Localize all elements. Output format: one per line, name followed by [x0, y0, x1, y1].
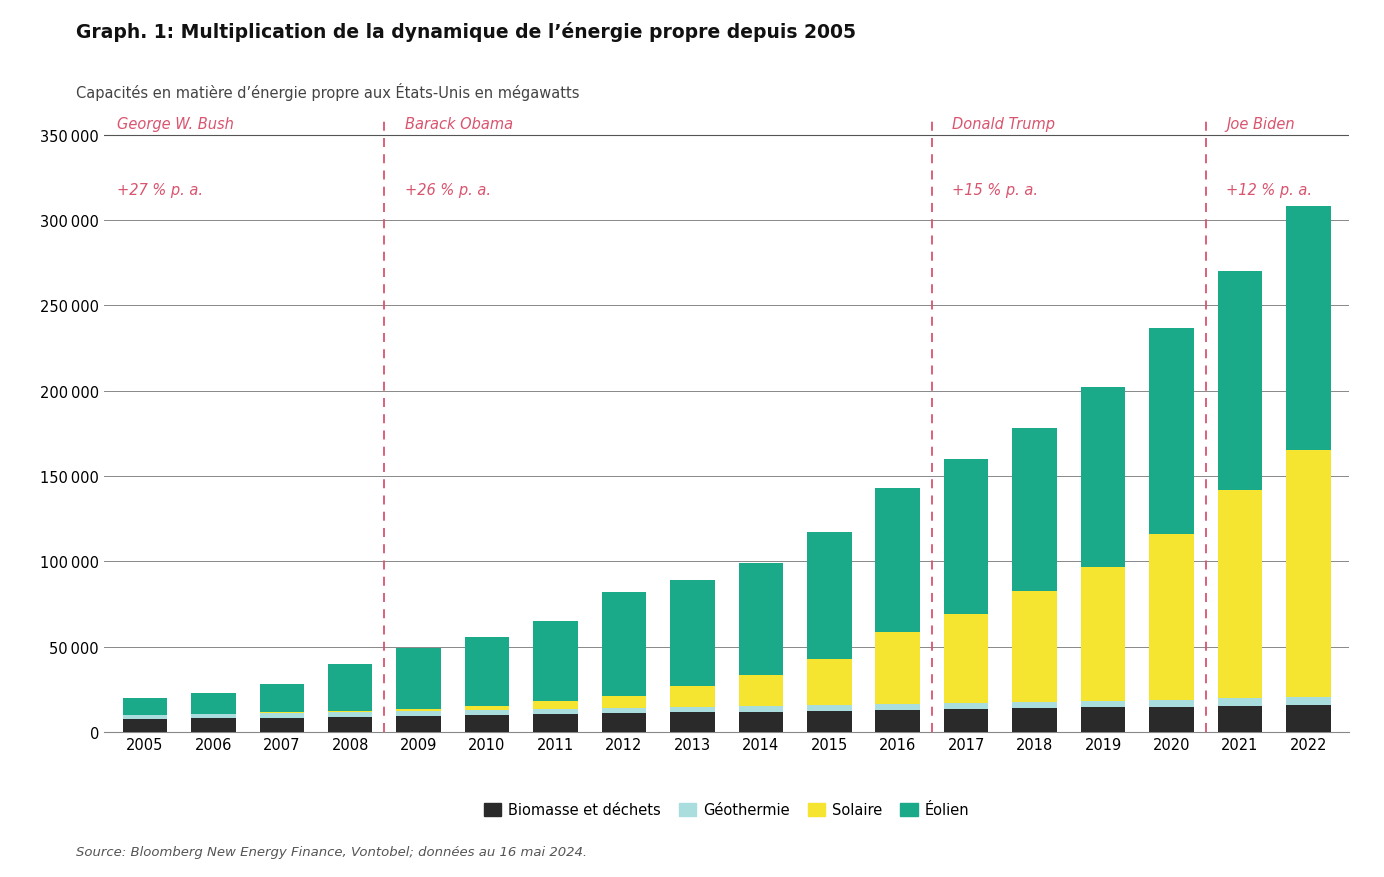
Bar [1012, 702, 1057, 709]
Bar [1081, 701, 1125, 708]
Bar [1218, 706, 1262, 732]
Bar [944, 709, 988, 732]
Bar [1149, 534, 1193, 700]
Bar [1081, 388, 1125, 567]
Bar [123, 719, 167, 732]
Text: George W. Bush: George W. Bush [118, 117, 234, 132]
Text: Barack Obama: Barack Obama [406, 117, 513, 132]
Bar [1286, 705, 1330, 732]
Legend: Biomasse et déchets, Géothermie, Solaire, Éolien: Biomasse et déchets, Géothermie, Solaire… [477, 796, 976, 824]
Text: +26 % p. a.: +26 % p. a. [406, 183, 491, 198]
Bar [602, 714, 646, 732]
Bar [191, 714, 235, 718]
Bar [944, 460, 988, 614]
Bar [1218, 490, 1262, 699]
Bar [670, 581, 714, 687]
Bar [1286, 451, 1330, 698]
Text: Source: Bloomberg New Energy Finance, Vontobel; données au 16 mai 2024.: Source: Bloomberg New Energy Finance, Vo… [76, 845, 587, 858]
Bar [396, 709, 441, 711]
Text: +15 % p. a.: +15 % p. a. [952, 183, 1038, 198]
Bar [1286, 698, 1330, 705]
Bar [465, 706, 509, 710]
Bar [876, 488, 920, 632]
Bar [876, 632, 920, 704]
Bar [1218, 699, 1262, 706]
Bar [328, 710, 372, 712]
Bar [602, 696, 646, 708]
Bar [1081, 567, 1125, 701]
Bar [1149, 700, 1193, 707]
Bar [670, 707, 714, 713]
Bar [944, 614, 988, 702]
Bar [260, 717, 304, 732]
Text: +27 % p. a.: +27 % p. a. [118, 183, 203, 198]
Bar [533, 622, 577, 702]
Bar [807, 532, 851, 659]
Bar [328, 712, 372, 717]
Bar [533, 715, 577, 732]
Bar [1012, 429, 1057, 591]
Bar [396, 717, 441, 732]
Bar [944, 702, 988, 709]
Bar [191, 718, 235, 732]
Bar [328, 717, 372, 732]
Bar [191, 693, 235, 714]
Bar [465, 716, 509, 732]
Bar [533, 702, 577, 709]
Text: Donald Trump: Donald Trump [952, 117, 1056, 132]
Bar [876, 704, 920, 710]
Bar [1218, 272, 1262, 490]
Bar [1081, 708, 1125, 732]
Bar [123, 698, 167, 715]
Text: Capacités en matière d’énergie propre aux États-Unis en mégawatts: Capacités en matière d’énergie propre au… [76, 83, 580, 102]
Bar [739, 712, 783, 732]
Bar [465, 710, 509, 716]
Text: Graph. 1: Multiplication de la dynamique de l’énergie propre depuis 2005: Graph. 1: Multiplication de la dynamique… [76, 22, 857, 42]
Bar [807, 659, 851, 705]
Bar [1012, 591, 1057, 702]
Bar [739, 675, 783, 706]
Bar [1149, 328, 1193, 534]
Bar [396, 711, 441, 717]
Text: Joe Biden: Joe Biden [1226, 117, 1295, 132]
Bar [602, 708, 646, 714]
Bar [670, 713, 714, 732]
Bar [260, 713, 304, 717]
Bar [807, 711, 851, 732]
Bar [602, 593, 646, 696]
Bar [465, 637, 509, 706]
Bar [1286, 207, 1330, 451]
Bar [807, 705, 851, 711]
Bar [1149, 707, 1193, 732]
Bar [396, 649, 441, 709]
Bar [123, 716, 167, 719]
Bar [670, 687, 714, 707]
Bar [876, 710, 920, 732]
Bar [739, 706, 783, 712]
Bar [533, 709, 577, 715]
Text: +12 % p. a.: +12 % p. a. [1226, 183, 1312, 198]
Bar [328, 664, 372, 710]
Bar [260, 685, 304, 712]
Bar [739, 563, 783, 675]
Bar [1012, 709, 1057, 732]
